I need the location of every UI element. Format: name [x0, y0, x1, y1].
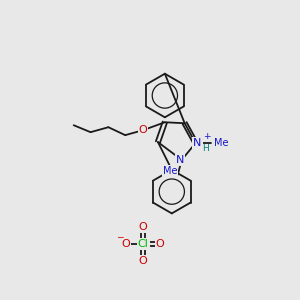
- Text: −: −: [116, 233, 123, 242]
- Text: O: O: [155, 239, 164, 249]
- Text: O: O: [139, 125, 147, 135]
- Text: N: N: [176, 155, 184, 165]
- Text: O: O: [122, 239, 130, 249]
- Text: Me: Me: [163, 166, 177, 176]
- Text: O: O: [139, 256, 147, 266]
- Text: Me: Me: [214, 138, 229, 148]
- Text: N: N: [194, 138, 202, 148]
- Text: H: H: [202, 143, 209, 152]
- Text: +: +: [203, 132, 210, 141]
- Text: Cl: Cl: [138, 239, 148, 249]
- Text: O: O: [139, 222, 147, 232]
